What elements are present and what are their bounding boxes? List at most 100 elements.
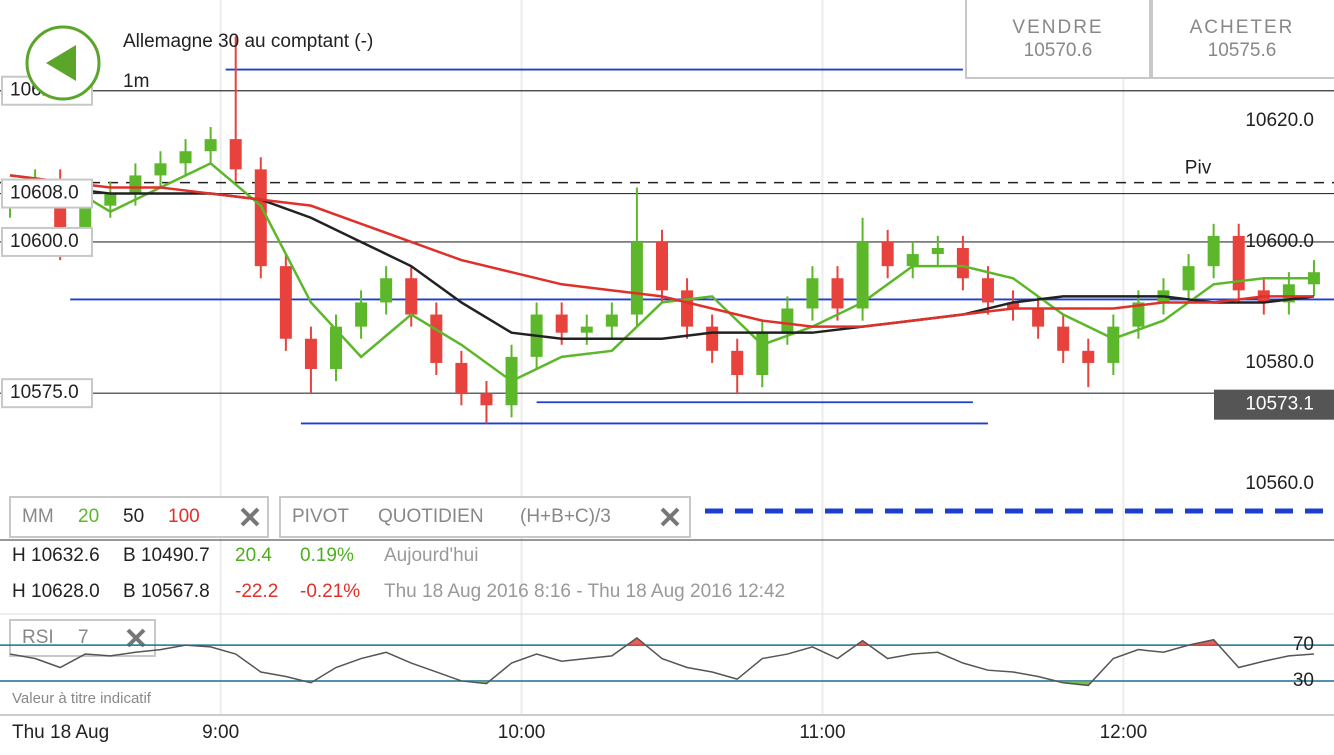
candle-body: [1182, 266, 1195, 291]
candle-body: [1032, 308, 1045, 327]
instrument: Allemagne 30 au comptant (-): [123, 31, 373, 52]
candle-body: [279, 266, 292, 339]
rsi-label: RSI: [22, 627, 54, 648]
candle-body: [630, 241, 643, 315]
candle-body: [856, 241, 869, 309]
pivot-legend[interactable]: [279, 496, 691, 538]
y-tick-label: 70: [1293, 634, 1314, 655]
rsi-period: 7: [78, 627, 89, 648]
stat-cell: H 10628.0: [12, 581, 100, 602]
pivot-legend-text: QUOTIDIEN: [378, 506, 484, 527]
close-icon[interactable]: [126, 628, 146, 648]
rsi-line: [9, 636, 1314, 687]
pivot-legend-text: PIVOT: [292, 506, 349, 527]
candle-body: [304, 338, 317, 369]
sell-button[interactable]: [965, 0, 1151, 79]
level-label: 10600.0: [10, 231, 79, 252]
buy-button[interactable]: [1151, 0, 1334, 79]
ma-name: 20: [78, 506, 99, 527]
timeframe: 1m: [123, 71, 149, 92]
candle-body: [1082, 350, 1095, 363]
level-label: 10608.0: [10, 183, 79, 204]
stat-cell: -0.21%: [300, 581, 360, 602]
buy-label: ACHETER: [1190, 17, 1295, 38]
candle-body: [430, 314, 443, 363]
candle-body: [605, 314, 618, 327]
ma-name: 100: [168, 506, 200, 527]
stat-cell: Thu 18 Aug 2016 8:16 - Thu 18 Aug 2016 1…: [384, 581, 785, 602]
close-icon[interactable]: [660, 507, 680, 527]
candle-body: [555, 314, 568, 333]
stat-cell: Aujourd'hui: [384, 545, 478, 566]
pivot-legend-text: (H+B+C)/3: [520, 506, 611, 527]
rsi-legend[interactable]: [9, 619, 156, 657]
moving-average: [9, 174, 1314, 328]
y-tick-label: 10620.0: [1245, 110, 1314, 131]
candle-body: [781, 308, 794, 333]
candle-body: [706, 326, 719, 351]
sell-label: VENDRE: [1012, 17, 1103, 38]
stat-cell: B 10490.7: [123, 545, 210, 566]
ma-name: 50: [123, 506, 144, 527]
candle-body: [330, 326, 343, 369]
candle-body: [1007, 302, 1020, 309]
candle-body: [355, 302, 368, 327]
close-icon[interactable]: [240, 507, 260, 527]
stats: H 10632.6 B 10490.7 20.4 0.19% Aujourd'hui H …: [12, 545, 785, 602]
candle-body: [881, 241, 894, 267]
overlay: 10625.010608.010600.010575.0Piv10620.010…: [1, 75, 1334, 494]
date-bg: [0, 716, 132, 750]
candle-body: [580, 326, 593, 333]
ma-legend[interactable]: [9, 496, 269, 538]
candle-body: [154, 163, 167, 176]
ma-label: MM: [22, 506, 54, 527]
candle-body: [681, 290, 694, 327]
candle-body: [731, 350, 744, 376]
sell-price: 10570.6: [1024, 40, 1093, 61]
candle-body: [806, 278, 819, 309]
candle-body: [229, 139, 242, 170]
buy-price: 10575.6: [1208, 40, 1277, 61]
last-price-box: [1214, 389, 1334, 420]
candle-body: [380, 278, 393, 303]
x-tick-label: 12:00: [1100, 722, 1148, 743]
stat-cell: 20.4: [235, 545, 272, 566]
level-box: [1, 178, 93, 209]
y-tick-label: 10580.0: [1245, 352, 1314, 373]
candle-body: [1107, 326, 1120, 363]
rsi-note: Valeur à titre indicatif: [12, 690, 152, 707]
candle-body: [1207, 235, 1220, 267]
moving-average: [9, 161, 1314, 383]
candle-body: [1132, 302, 1145, 327]
back-arrow: [46, 45, 76, 81]
candle-body: [480, 393, 493, 406]
level-label: 10575.0: [10, 382, 79, 403]
candle-body: [1057, 326, 1070, 351]
last-price-label: 10573.1: [1245, 394, 1314, 415]
y-tick-label: 30: [1293, 670, 1314, 691]
x-tick-label: 10:00: [498, 722, 546, 743]
y-tick-label: 10600.0: [1245, 231, 1314, 252]
candle-body: [906, 254, 919, 267]
y-tick-label: 10560.0: [1245, 473, 1314, 494]
date-label: Thu 18 Aug: [12, 722, 109, 743]
candle-body: [931, 248, 944, 255]
grid: [219, 0, 1125, 715]
candle-body: [831, 278, 844, 309]
candle-body: [179, 151, 192, 164]
candle-body: [405, 278, 418, 315]
candle-body: [655, 241, 668, 291]
pivot-label: Piv: [1185, 158, 1212, 179]
level-box: [1, 226, 93, 257]
candle-body: [455, 362, 468, 394]
x-tick-label: 11:00: [799, 722, 845, 743]
plot: [0, 36, 1334, 425]
candle-body: [129, 175, 142, 194]
x-tick-label: 9:00: [202, 722, 239, 743]
stat-cell: H 10632.6: [12, 545, 100, 566]
candle-body: [204, 139, 217, 152]
candle-body: [1232, 235, 1245, 291]
candle-body: [254, 169, 267, 267]
stat-cell: -22.2: [235, 581, 278, 602]
